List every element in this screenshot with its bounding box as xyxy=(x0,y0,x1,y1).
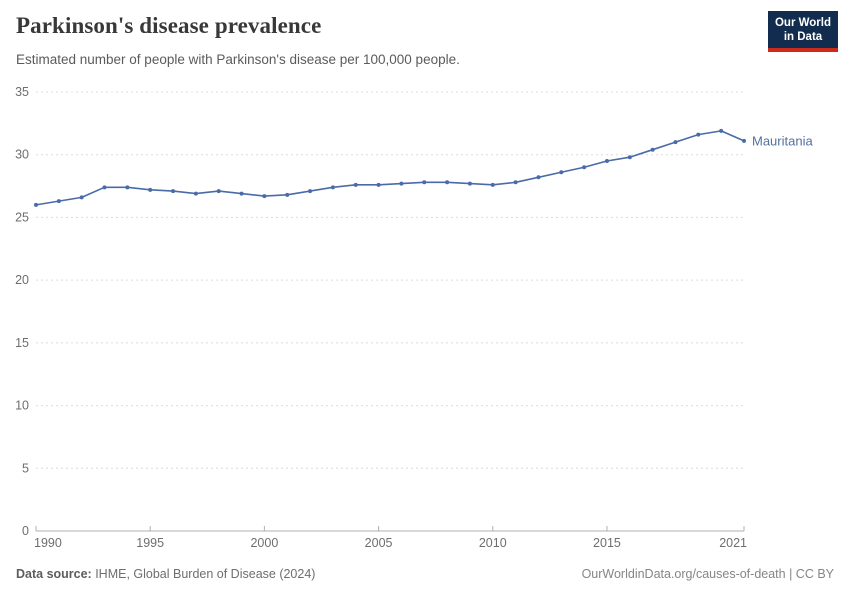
data-point[interactable] xyxy=(353,182,358,187)
data-point[interactable] xyxy=(445,180,450,185)
data-source-value: IHME, Global Burden of Disease (2024) xyxy=(91,567,316,581)
x-tick-label: 2021 xyxy=(719,536,747,550)
x-tick-label: 2000 xyxy=(250,536,278,550)
data-point[interactable] xyxy=(285,192,290,197)
data-point[interactable] xyxy=(742,138,746,143)
line-series[interactable] xyxy=(35,130,745,206)
y-tick-label: 10 xyxy=(15,399,29,413)
owid-logo-line1: Our World xyxy=(774,17,831,29)
x-tick-label: 2015 xyxy=(593,536,621,550)
credit-link[interactable]: OurWorldinData.org/causes-of-death | CC … xyxy=(581,567,834,581)
data-source-label: Data source: xyxy=(16,567,92,581)
y-tick-label: 15 xyxy=(15,336,29,350)
x-tick-label: 1990 xyxy=(34,536,62,550)
data-point[interactable] xyxy=(536,175,541,180)
owid-logo-line2: in Data xyxy=(783,31,823,44)
data-point[interactable] xyxy=(399,181,404,186)
data-point[interactable] xyxy=(582,165,587,170)
x-tick-label: 2005 xyxy=(365,536,393,550)
data-point[interactable] xyxy=(171,189,176,194)
data-point[interactable] xyxy=(239,191,244,196)
y-tick-label: 25 xyxy=(15,210,29,224)
data-point[interactable] xyxy=(513,180,518,185)
data-source-note: Data source: IHME, Global Burden of Dise… xyxy=(16,567,315,581)
data-point[interactable] xyxy=(330,185,335,190)
data-point[interactable] xyxy=(559,170,564,175)
x-tick-label: 2010 xyxy=(479,536,507,550)
y-tick-label: 5 xyxy=(22,461,29,475)
data-point[interactable] xyxy=(262,194,267,199)
data-point[interactable] xyxy=(102,185,107,190)
data-point[interactable] xyxy=(696,132,701,137)
y-tick-label: 30 xyxy=(15,148,29,162)
data-point[interactable] xyxy=(193,191,198,196)
page-title: Parkinson's disease prevalence xyxy=(16,13,322,38)
data-point[interactable] xyxy=(467,181,472,186)
y-tick-label: 20 xyxy=(15,273,29,287)
data-point[interactable] xyxy=(148,187,153,192)
data-point[interactable] xyxy=(308,189,313,194)
data-point[interactable] xyxy=(56,199,61,204)
data-point[interactable] xyxy=(422,180,427,185)
data-point[interactable] xyxy=(79,195,84,200)
data-point[interactable] xyxy=(216,189,221,194)
entity-label: Mauritania xyxy=(752,133,813,148)
data-point[interactable] xyxy=(125,185,130,190)
y-tick-label: 35 xyxy=(15,85,29,99)
data-point[interactable] xyxy=(490,182,495,187)
owid-logo[interactable]: Our World in Data xyxy=(768,11,838,53)
x-tick-label: 1995 xyxy=(136,536,164,550)
chart-subtitle: Estimated number of people with Parkinso… xyxy=(16,52,460,67)
data-point[interactable] xyxy=(673,140,678,145)
data-point[interactable] xyxy=(34,202,38,207)
data-point[interactable] xyxy=(650,147,655,152)
data-point[interactable] xyxy=(627,155,632,160)
y-tick-label: 0 xyxy=(22,524,29,538)
data-point[interactable] xyxy=(604,158,609,163)
line-chart-canvas[interactable]: 0 5 10 15 20 25 30 35 1990 1995 2000 2005 2010 2015 20… xyxy=(0,80,850,556)
data-point[interactable] xyxy=(376,182,381,187)
data-point[interactable] xyxy=(719,128,724,133)
chart-footer: Data source: IHME, Global Burden of Dise… xyxy=(16,567,834,581)
